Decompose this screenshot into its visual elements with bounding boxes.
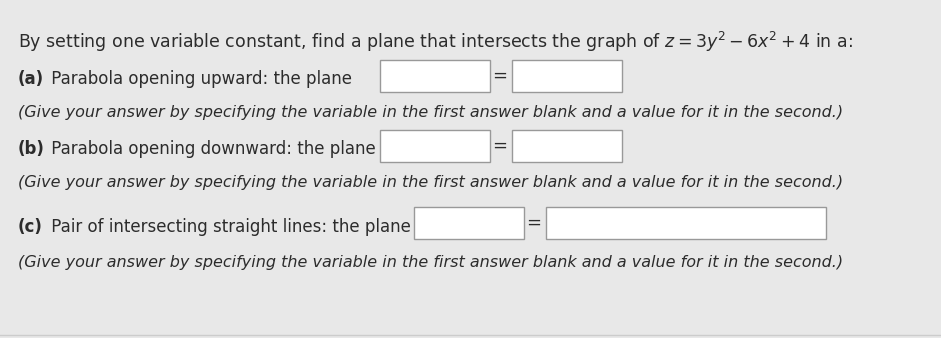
Bar bbox=[546, 207, 826, 239]
Text: By setting one variable constant, find a plane that intersects the graph of $z =: By setting one variable constant, find a… bbox=[18, 30, 853, 54]
Text: Parabola opening upward: the plane: Parabola opening upward: the plane bbox=[46, 70, 352, 88]
Text: Pair of intersecting straight lines: the plane: Pair of intersecting straight lines: the… bbox=[46, 218, 411, 236]
Text: Parabola opening downward: the plane: Parabola opening downward: the plane bbox=[46, 140, 375, 158]
Bar bbox=[414, 207, 524, 239]
Text: (Give your answer by specifying the variable in the first answer blank and a val: (Give your answer by specifying the vari… bbox=[18, 105, 843, 120]
Text: (Give your answer by specifying the variable in the first answer blank and a val: (Give your answer by specifying the vari… bbox=[18, 255, 843, 270]
Text: =: = bbox=[492, 67, 507, 85]
Bar bbox=[380, 130, 490, 162]
Text: (b): (b) bbox=[18, 140, 45, 158]
Text: (c): (c) bbox=[18, 218, 43, 236]
Text: =: = bbox=[527, 214, 541, 232]
Text: (Give your answer by specifying the variable in the first answer blank and a val: (Give your answer by specifying the vari… bbox=[18, 175, 843, 190]
Bar bbox=[380, 60, 490, 92]
Bar bbox=[512, 130, 622, 162]
Text: =: = bbox=[492, 137, 507, 155]
Text: (a): (a) bbox=[18, 70, 44, 88]
Bar bbox=[512, 60, 622, 92]
